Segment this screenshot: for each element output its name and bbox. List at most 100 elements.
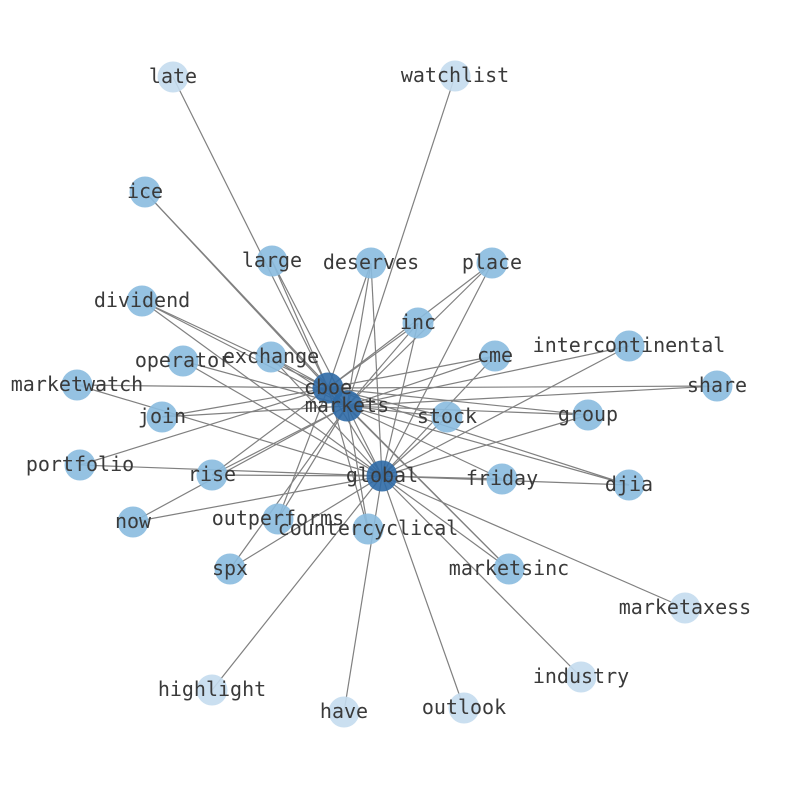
node-label-countercyclical: countercyclical [278, 516, 459, 540]
node-outlook [448, 692, 480, 724]
node-inc [402, 307, 434, 339]
node-dividend [126, 285, 158, 317]
node-marketwatch [61, 369, 93, 401]
node-industry [565, 661, 597, 693]
node-label-now: now [115, 509, 152, 533]
edge-spx-global [229, 475, 383, 570]
node-label-cme: cme [477, 343, 513, 367]
node-rise [196, 459, 228, 491]
node-cme [479, 340, 511, 372]
edge-operator-global [182, 360, 383, 477]
node-label-friday: friday [466, 466, 538, 490]
edge-now-global [132, 475, 383, 523]
node-label-group: group [558, 402, 618, 426]
edge-share-cboe [327, 385, 718, 389]
edge-djia-cboe [327, 387, 630, 486]
node-group [572, 399, 604, 431]
edge-stock-markets [346, 405, 448, 418]
edge-portfolio-global [79, 464, 383, 477]
node-label-marketaxess: marketaxess [619, 595, 751, 619]
edge-inc-cboe [327, 322, 419, 389]
edge-outperforms-markets [277, 405, 348, 520]
edge-spx-markets [229, 405, 348, 570]
node-label-deserves: deserves [323, 250, 419, 274]
edge-late-cboe [172, 76, 329, 389]
edge-deserves-markets [346, 262, 372, 407]
edge-large-cboe [271, 260, 329, 389]
edge-ice-markets [144, 191, 348, 407]
edge-dividend-global [141, 300, 383, 477]
node-have [328, 696, 360, 728]
node-label-operator: operator [135, 348, 231, 372]
node-label-marketsinc: marketsinc [449, 556, 569, 580]
edge-intercontinental-global [381, 345, 630, 477]
node-label-dividend: dividend [94, 288, 190, 312]
node-countercyclical [352, 513, 384, 545]
node-highlight [196, 674, 228, 706]
node-place [476, 247, 508, 279]
edge-share-markets [346, 385, 718, 407]
node-exchange [255, 341, 287, 373]
edge-rise-markets [211, 405, 348, 476]
node-label-global: global [346, 463, 418, 487]
node-label-cboe: cboe [304, 375, 352, 399]
edge-deserves-global [370, 262, 383, 477]
edge-marketsinc-global [381, 475, 510, 570]
edge-marketsinc-markets [346, 405, 510, 570]
node-label-rise: rise [188, 462, 236, 486]
nodes [61, 60, 733, 728]
node-watchlist [439, 60, 471, 92]
edge-countercyclical-markets [346, 405, 369, 530]
edge-now-markets [132, 405, 348, 523]
node-label-stock: stock [417, 404, 477, 428]
edge-portfolio-cboe [79, 387, 329, 466]
edge-group-global [381, 414, 589, 477]
node-label-spx: spx [212, 556, 248, 580]
edge-highlight-global [211, 475, 383, 691]
node-share [701, 370, 733, 402]
edge-djia-markets [346, 405, 630, 486]
node-marketsinc [493, 553, 525, 585]
edge-marketwatch-cboe [76, 384, 329, 389]
node-label-markets: markets [305, 393, 389, 417]
edge-friday-markets [346, 405, 503, 480]
node-label-portfolio: portfolio [26, 452, 134, 476]
node-label-outlook: outlook [422, 695, 506, 719]
node-join [146, 401, 178, 433]
node-label-inc: inc [400, 310, 436, 334]
node-label-exchange: exchange [223, 344, 319, 368]
node-label-intercontinental: intercontinental [533, 333, 726, 357]
node-label-watchlist: watchlist [401, 63, 509, 87]
edge-cme-markets [346, 355, 496, 407]
node-portfolio [64, 449, 96, 481]
node-intercontinental [613, 330, 645, 362]
node-stock [431, 401, 463, 433]
edge-place-global [381, 262, 493, 477]
edge-inc-global [381, 322, 419, 477]
edge-join-markets [161, 405, 348, 418]
edge-outlook-global [381, 475, 465, 709]
edge-cme-cboe [327, 355, 496, 389]
node-label-djia: djia [605, 472, 653, 496]
node-label-share: share [687, 373, 747, 397]
node-deserves [355, 247, 387, 279]
edge-marketaxess-global [381, 475, 686, 609]
edge-watchlist-markets [346, 75, 456, 407]
node-label-have: have [320, 699, 368, 723]
edge-group-cboe [327, 387, 589, 416]
node-markets [331, 390, 363, 422]
edge-deserves-cboe [327, 262, 372, 389]
edge-industry-global [381, 475, 582, 678]
node-label-large: large [242, 248, 302, 272]
edge-outperforms-cboe [277, 387, 329, 520]
node-friday [486, 463, 518, 495]
node-label-place: place [462, 250, 522, 274]
edge-intercontinental-markets [346, 345, 630, 407]
node-operator [167, 345, 199, 377]
node-label-outperforms: outperforms [212, 506, 344, 530]
node-marketaxess [669, 592, 701, 624]
labels: late watchlist ice large deserves place divide… [11, 63, 751, 723]
node-spx [214, 553, 246, 585]
node-outperforms [262, 503, 294, 535]
